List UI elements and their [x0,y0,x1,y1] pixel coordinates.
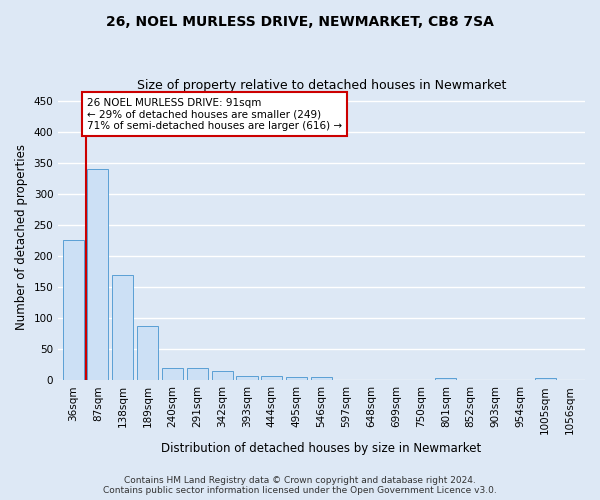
Bar [162,368,183,380]
Bar [286,377,307,380]
Bar [112,274,133,380]
Bar [62,240,83,380]
Y-axis label: Number of detached properties: Number of detached properties [15,144,28,330]
Bar [311,377,332,380]
Bar [262,376,283,380]
Bar [187,368,208,380]
Bar [535,378,556,380]
Bar [88,169,109,380]
Text: 26, NOEL MURLESS DRIVE, NEWMARKET, CB8 7SA: 26, NOEL MURLESS DRIVE, NEWMARKET, CB8 7… [106,15,494,29]
Text: Contains HM Land Registry data © Crown copyright and database right 2024.
Contai: Contains HM Land Registry data © Crown c… [103,476,497,495]
Bar [212,371,233,380]
Title: Size of property relative to detached houses in Newmarket: Size of property relative to detached ho… [137,79,506,92]
Bar [137,326,158,380]
X-axis label: Distribution of detached houses by size in Newmarket: Distribution of detached houses by size … [161,442,482,455]
Bar [236,376,257,380]
Text: 26 NOEL MURLESS DRIVE: 91sqm
← 29% of detached houses are smaller (249)
71% of s: 26 NOEL MURLESS DRIVE: 91sqm ← 29% of de… [87,98,342,131]
Bar [435,378,457,380]
